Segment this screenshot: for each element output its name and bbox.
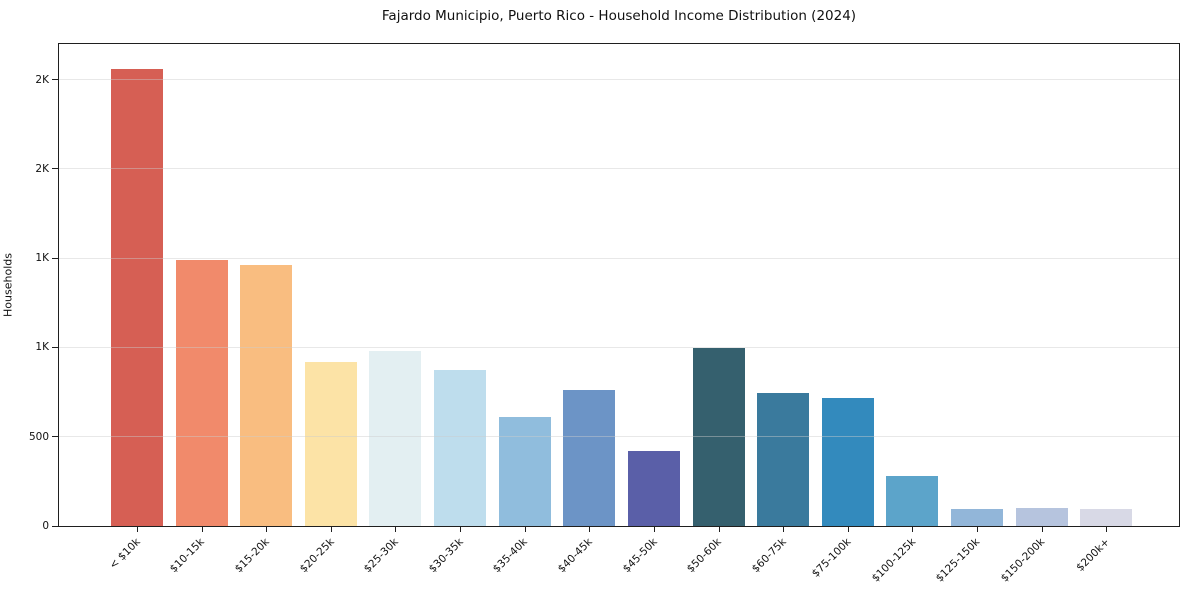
bar-125-150k — [951, 509, 1004, 526]
x-tick-label: $150-200k — [998, 536, 1048, 585]
bar-25-30k — [369, 351, 422, 526]
x-tick-label: $100-125k — [869, 536, 918, 585]
bar-100-125k — [886, 476, 939, 526]
x-tick-label: $125-150k — [934, 536, 983, 585]
x-tick-label: $35-40k — [491, 536, 531, 576]
y-tick-label: 500 — [28, 430, 49, 443]
bar-10k — [111, 69, 163, 526]
x-tick-mark — [1106, 526, 1108, 532]
bar-60-75k — [757, 393, 810, 526]
x-tick-mark — [718, 526, 720, 532]
y-tick-label: 1K — [35, 341, 49, 354]
x-tick-mark — [847, 526, 849, 532]
y-tick-mark — [52, 79, 59, 81]
y-gridline — [59, 436, 1179, 438]
bar-20-25k — [304, 361, 357, 526]
x-tick-mark — [783, 526, 785, 532]
x-tick-mark — [912, 526, 914, 532]
bar-30-35k — [434, 369, 487, 526]
x-tick-mark — [977, 526, 979, 532]
x-tick-mark — [266, 526, 268, 532]
bar-10-15k — [175, 260, 228, 526]
plot-area: 0 500 1K 1K 2K 2K < $10k $10-15k $15-20k $20-25k $… — [29, 43, 1180, 585]
bar-50-60k — [692, 348, 745, 526]
x-tick-mark — [524, 526, 526, 532]
y-tick-mark — [52, 525, 59, 527]
y-tick-mark — [52, 436, 59, 438]
x-tick-mark — [1041, 526, 1043, 532]
bar-45-50k — [627, 451, 680, 526]
x-tick-label: $15-20k — [232, 536, 272, 576]
x-tick-mark — [330, 526, 332, 532]
y-tick-mark — [52, 168, 59, 170]
x-tick-mark — [201, 526, 203, 532]
y-gridline — [59, 79, 1179, 81]
x-tick-mark — [653, 526, 655, 532]
x-tick-mark — [137, 526, 138, 532]
x-tick-label: $60-75k — [749, 536, 789, 576]
y-tick-label: 1K — [35, 252, 49, 265]
x-tick-label: $20-25k — [297, 536, 337, 576]
y-tick-mark — [52, 257, 59, 259]
bar-200k — [1080, 509, 1133, 526]
x-tick-label: $75-100k — [809, 536, 854, 580]
y-tick-label: 0 — [42, 520, 49, 532]
bar-40-45k — [563, 390, 616, 526]
x-tick-label: $40-45k — [555, 536, 595, 576]
y-gridline — [59, 168, 1179, 170]
y-tick-mark — [52, 346, 59, 348]
bar-15-20k — [240, 265, 293, 526]
chart-title: Fajardo Municipio, Puerto Rico - Househo… — [381, 8, 857, 24]
y-gridline — [59, 346, 1179, 348]
y-tick-label: 2K — [35, 73, 49, 86]
x-tick-mark — [589, 526, 591, 532]
bar-35-40k — [498, 417, 551, 526]
y-tick-label: 2K — [35, 162, 49, 175]
x-tick-label: $200k+ — [1073, 536, 1112, 574]
x-tick-label: $50-60k — [684, 536, 725, 576]
x-tick-mark — [460, 526, 462, 532]
bar-75-100k — [821, 398, 874, 526]
x-tick-mark — [395, 526, 397, 532]
x-tick-label: $25-30k — [361, 536, 401, 576]
y-gridline — [59, 257, 1179, 259]
x-tick-label: $10-15k — [168, 536, 208, 576]
x-tick-label: $45-50k — [620, 536, 660, 576]
x-tick-label: < $10k — [106, 536, 143, 572]
bar-150-200k — [1015, 507, 1068, 526]
x-tick-label: $30-35k — [426, 536, 466, 576]
